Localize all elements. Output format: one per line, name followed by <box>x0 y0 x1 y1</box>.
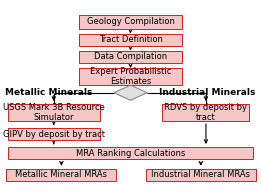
Text: Metallic Mineral MRAs: Metallic Mineral MRAs <box>15 170 108 179</box>
Text: Industrial Minerals: Industrial Minerals <box>159 88 256 97</box>
FancyBboxPatch shape <box>8 147 253 159</box>
Text: Geology Compilation: Geology Compilation <box>87 17 174 26</box>
Text: RDVS by deposit by
tract: RDVS by deposit by tract <box>164 103 247 122</box>
Text: Data Compilation: Data Compilation <box>94 52 167 61</box>
FancyBboxPatch shape <box>79 51 182 63</box>
FancyBboxPatch shape <box>79 68 182 85</box>
FancyBboxPatch shape <box>162 104 250 121</box>
FancyBboxPatch shape <box>146 169 256 181</box>
Text: Expert Probabilistic
Estimates: Expert Probabilistic Estimates <box>90 67 171 86</box>
FancyBboxPatch shape <box>7 169 116 181</box>
FancyBboxPatch shape <box>8 128 100 141</box>
Text: Metallic Minerals: Metallic Minerals <box>5 88 93 97</box>
Text: MRA Ranking Calculations: MRA Ranking Calculations <box>76 149 185 158</box>
Text: USGS Mark 3B Resource
Simulator: USGS Mark 3B Resource Simulator <box>3 103 105 122</box>
FancyBboxPatch shape <box>79 34 182 46</box>
Text: Tract Definition: Tract Definition <box>99 35 162 44</box>
Text: GIPV by deposit by tract: GIPV by deposit by tract <box>3 130 105 139</box>
FancyBboxPatch shape <box>79 15 182 29</box>
FancyBboxPatch shape <box>8 104 100 121</box>
Text: Industrial Mineral MRAs: Industrial Mineral MRAs <box>151 170 250 179</box>
Polygon shape <box>114 85 147 100</box>
